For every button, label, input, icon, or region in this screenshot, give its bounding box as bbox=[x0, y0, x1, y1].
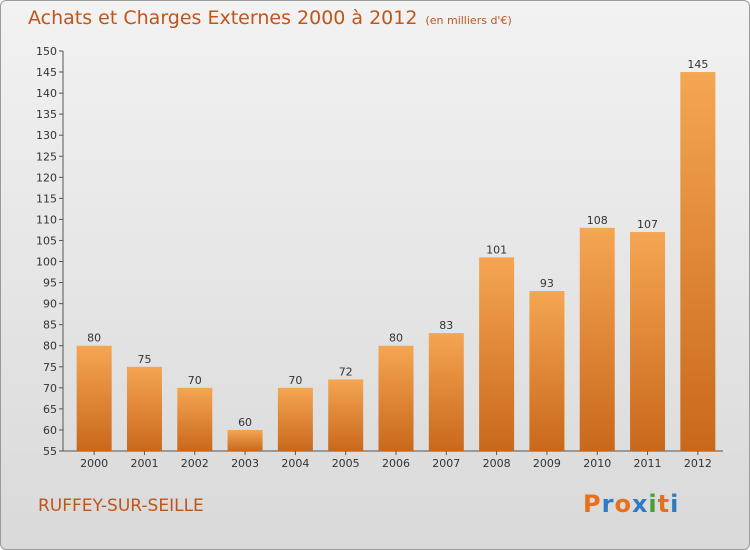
x-tick-label-2004: 2004 bbox=[281, 457, 309, 470]
bar-2008 bbox=[479, 257, 515, 451]
bar-2003 bbox=[227, 429, 263, 451]
logo-letter: t bbox=[657, 490, 671, 518]
bar-2004 bbox=[277, 387, 313, 451]
x-tick-label-2006: 2006 bbox=[382, 457, 410, 470]
y-tick-label: 95 bbox=[43, 277, 57, 290]
y-tick-label: 80 bbox=[43, 340, 57, 353]
y-tick-label: 125 bbox=[36, 150, 57, 163]
x-tick-label-2007: 2007 bbox=[432, 457, 460, 470]
x-tick-label-2009: 2009 bbox=[533, 457, 561, 470]
x-tick-label-2011: 2011 bbox=[634, 457, 662, 470]
y-tick-label: 110 bbox=[36, 213, 57, 226]
logo-letter: x bbox=[631, 490, 649, 518]
value-label-2008: 101 bbox=[486, 243, 507, 256]
chart-title: Achats et Charges Externes 2000 à 2012 (e… bbox=[28, 7, 512, 29]
x-tick-label-2000: 2000 bbox=[80, 457, 108, 470]
value-label-2001: 75 bbox=[137, 353, 151, 366]
logo-letter: r bbox=[601, 490, 615, 518]
chart-subtitle: (en milliers d'€) bbox=[425, 14, 512, 27]
value-label-2006: 80 bbox=[389, 332, 403, 345]
value-label-2003: 60 bbox=[238, 416, 252, 429]
x-tick-label-2003: 2003 bbox=[231, 457, 259, 470]
chart-title-text: Achats et Charges Externes 2000 à 2012 bbox=[28, 7, 418, 29]
value-label-2010: 108 bbox=[587, 214, 608, 227]
x-tick-label-2005: 2005 bbox=[332, 457, 360, 470]
y-tick-label: 100 bbox=[36, 256, 57, 269]
proxiti-logo[interactable]: Proxiti bbox=[583, 490, 679, 518]
commune-name: RUFFEY-SUR-SEILLE bbox=[38, 496, 204, 516]
logo-letter: i bbox=[670, 490, 680, 518]
y-tick-label: 150 bbox=[36, 45, 57, 58]
value-label-2000: 80 bbox=[87, 332, 101, 345]
x-tick-label-2001: 2001 bbox=[130, 457, 158, 470]
bar-2007 bbox=[428, 333, 464, 451]
x-tick-label-2008: 2008 bbox=[483, 457, 511, 470]
y-tick-label: 145 bbox=[36, 66, 57, 79]
logo-letter: o bbox=[614, 490, 632, 518]
bar-2011 bbox=[630, 232, 666, 451]
y-tick-label: 70 bbox=[43, 382, 57, 395]
y-tick-label: 65 bbox=[43, 403, 57, 416]
y-tick-label: 85 bbox=[43, 319, 57, 332]
bar-2009 bbox=[529, 291, 565, 451]
x-tick-label-2012: 2012 bbox=[684, 457, 712, 470]
y-tick-label: 75 bbox=[43, 361, 57, 374]
y-tick-label: 90 bbox=[43, 298, 57, 311]
y-tick-label: 120 bbox=[36, 171, 57, 184]
bar-2002 bbox=[177, 387, 213, 451]
data-labels: 80 75 70 60 70 72 80 83 101 93 108 107 145 bbox=[87, 58, 708, 429]
y-tick-label: 135 bbox=[36, 108, 57, 121]
bar-2010 bbox=[579, 227, 615, 451]
logo-letter: P bbox=[583, 490, 602, 518]
bar-2001 bbox=[126, 366, 162, 451]
x-tick-label-2010: 2010 bbox=[583, 457, 611, 470]
y-tick-label: 130 bbox=[36, 129, 57, 142]
y-tick-label: 55 bbox=[43, 445, 57, 458]
y-tick-label: 60 bbox=[43, 424, 57, 437]
y-tick-label: 105 bbox=[36, 234, 57, 247]
value-label-2002: 70 bbox=[188, 374, 202, 387]
bar-2006 bbox=[378, 345, 414, 451]
value-label-2011: 107 bbox=[637, 218, 658, 231]
bar-2005 bbox=[328, 379, 364, 451]
value-label-2007: 83 bbox=[439, 319, 453, 332]
bar-2000 bbox=[76, 345, 112, 451]
y-tick-label: 140 bbox=[36, 87, 57, 100]
value-label-2004: 70 bbox=[288, 374, 302, 387]
value-label-2009: 93 bbox=[540, 277, 554, 290]
x-tick-label-2002: 2002 bbox=[181, 457, 209, 470]
logo-letter: i bbox=[648, 490, 658, 518]
y-tick-label: 115 bbox=[36, 192, 57, 205]
value-label-2012: 145 bbox=[687, 58, 708, 71]
bars bbox=[76, 72, 716, 451]
value-label-2005: 72 bbox=[339, 365, 353, 378]
bar-2012 bbox=[680, 72, 716, 451]
